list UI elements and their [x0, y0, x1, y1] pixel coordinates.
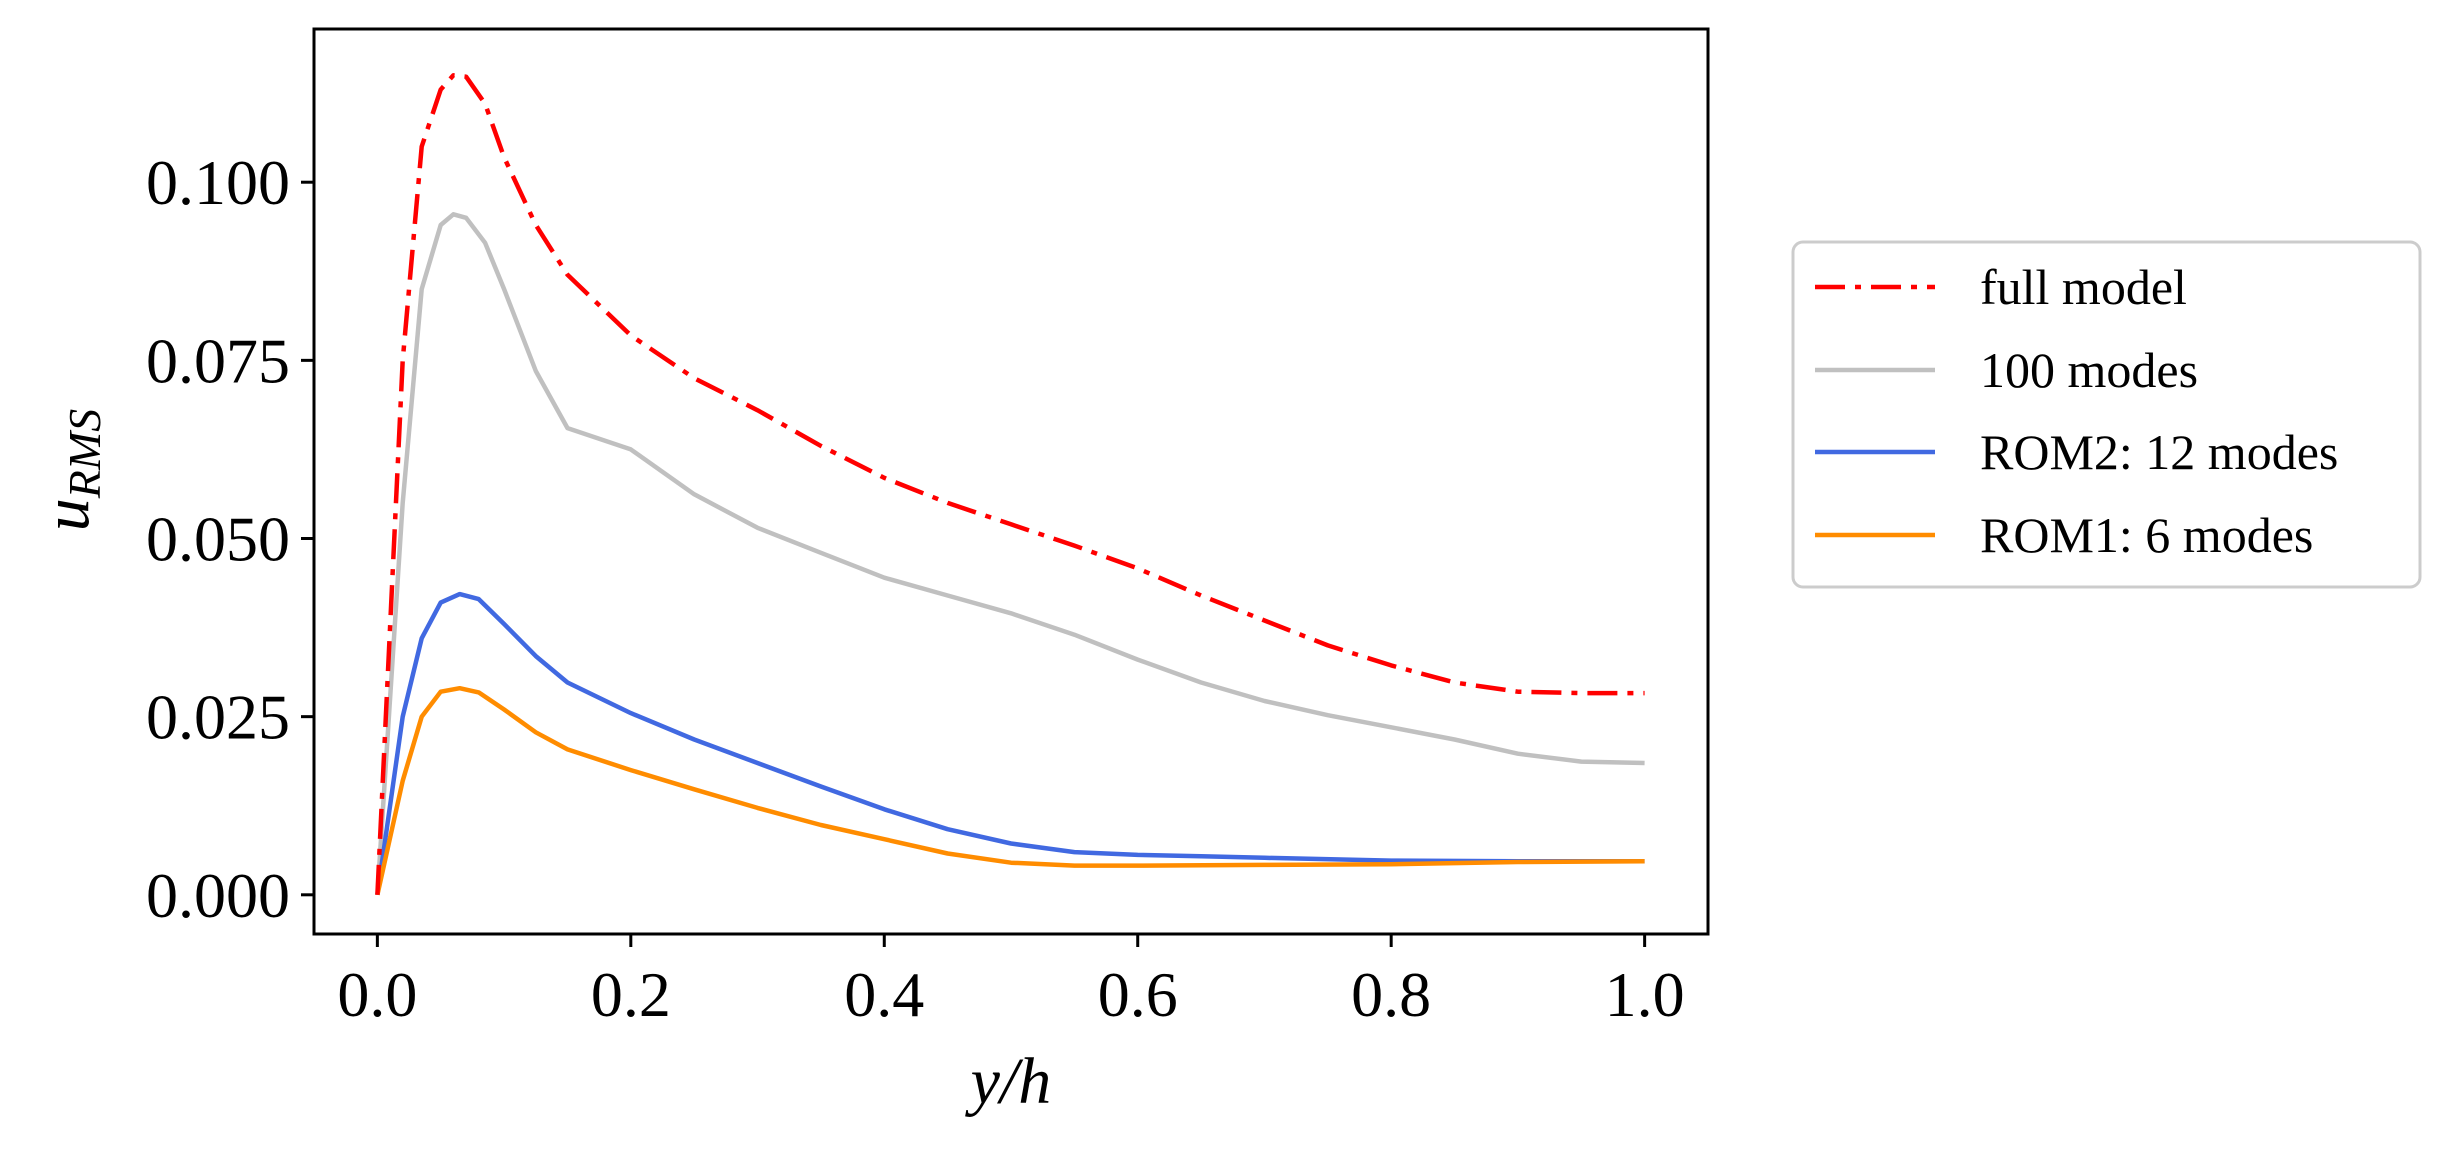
legend-label-2: 100 modes: [1980, 342, 2198, 398]
series-lines: [375, 73, 1645, 896]
x-axis-label: y/h: [965, 1045, 1052, 1118]
y-tick-label: 0.025: [146, 682, 290, 753]
series-line-2: [375, 212, 1645, 895]
x-tick-label: 0.8: [1351, 959, 1431, 1030]
y-axis-label-base: u: [30, 498, 103, 531]
x-tick-label: 0.4: [844, 959, 924, 1030]
legend: full model 100 modes ROM2: 12 modes ROM1: 6…: [1791, 240, 2422, 589]
y-tick-label: 0.000: [146, 860, 290, 931]
svg-text:uRMS: uRMS: [30, 409, 110, 531]
axis-ticks: 0.0 0.2 0.4 0.6 0.8 1.0 0.000 0.025 0.050 0.075 0.…: [146, 147, 1685, 1030]
y-axis-label-sub: RMS: [59, 409, 110, 499]
x-tick-label: 0.2: [591, 959, 671, 1030]
x-tick-label: 1.0: [1605, 959, 1685, 1030]
legend-label-1: full model: [1980, 259, 2187, 315]
y-tick-label: 0.050: [146, 504, 290, 575]
series-line-1: [375, 73, 1645, 895]
series-line-3: [375, 591, 1645, 896]
x-tick-label: 0.0: [337, 959, 417, 1030]
legend-label-3: ROM2: 12 modes: [1980, 424, 2338, 480]
series-line-4: [375, 685, 1645, 896]
legend-label-4: ROM1: 6 modes: [1980, 507, 2313, 563]
plot-frame: [312, 27, 1710, 936]
y-tick-label: 0.100: [146, 147, 290, 218]
legend-frame: [1791, 240, 2422, 589]
y-axis-label: uRMS: [30, 409, 110, 531]
y-tick-label: 0.075: [146, 325, 290, 396]
x-tick-label: 0.6: [1098, 959, 1178, 1030]
